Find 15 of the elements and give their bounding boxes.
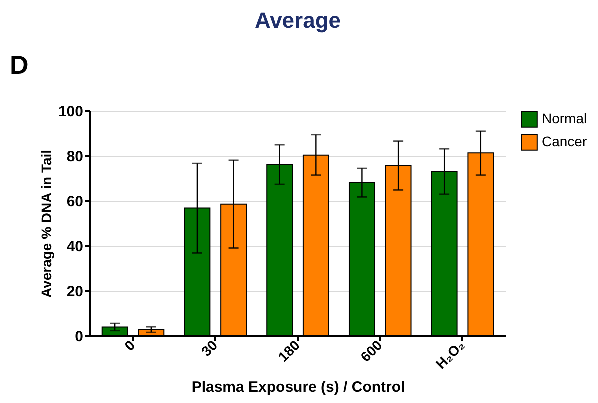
x-tick-label: 180 [275,336,304,365]
legend-label: Cancer [542,134,588,150]
y-tick-label: 20 [66,284,84,300]
x-tick-label: 600 [357,336,386,365]
text: D [10,50,29,80]
x-tick-label: 30 [198,336,221,360]
legend-label: Normal [542,110,588,126]
y-tick-label: 80 [66,148,84,166]
x-tick-label: 0 [121,336,138,354]
y-tick-label: 40 [66,238,84,256]
y-tick-label: 60 [66,194,84,210]
chart-title: Average [254,8,342,33]
y-axis-title: Average % DNA in Tail [38,150,54,298]
x-axis-title: Plasma Exposure (s) / Control [192,379,406,396]
y-tick-label: 100 [58,104,84,120]
